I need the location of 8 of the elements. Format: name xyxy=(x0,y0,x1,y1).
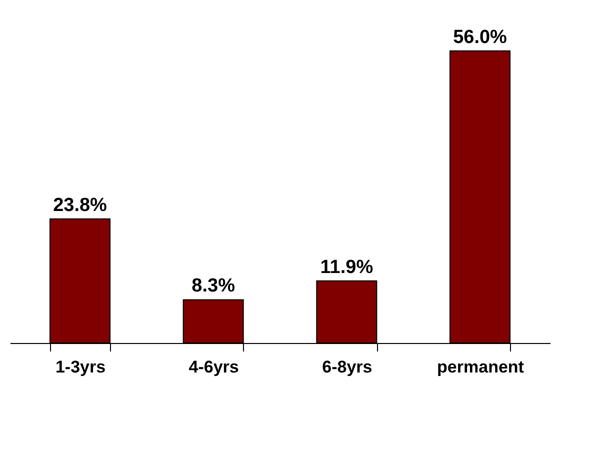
data-label: 56.0% xyxy=(453,26,508,48)
data-label: 23.8% xyxy=(53,194,108,216)
data-label: 8.3% xyxy=(192,276,236,297)
x-tick-label: 1-3yrs xyxy=(55,358,106,376)
x-tick-label: 6-8yrs xyxy=(322,358,372,376)
data-label: 11.9% xyxy=(320,256,374,278)
x-tick-label: permanent xyxy=(437,358,524,376)
x-tick-label: 4-6yrs xyxy=(188,358,239,376)
